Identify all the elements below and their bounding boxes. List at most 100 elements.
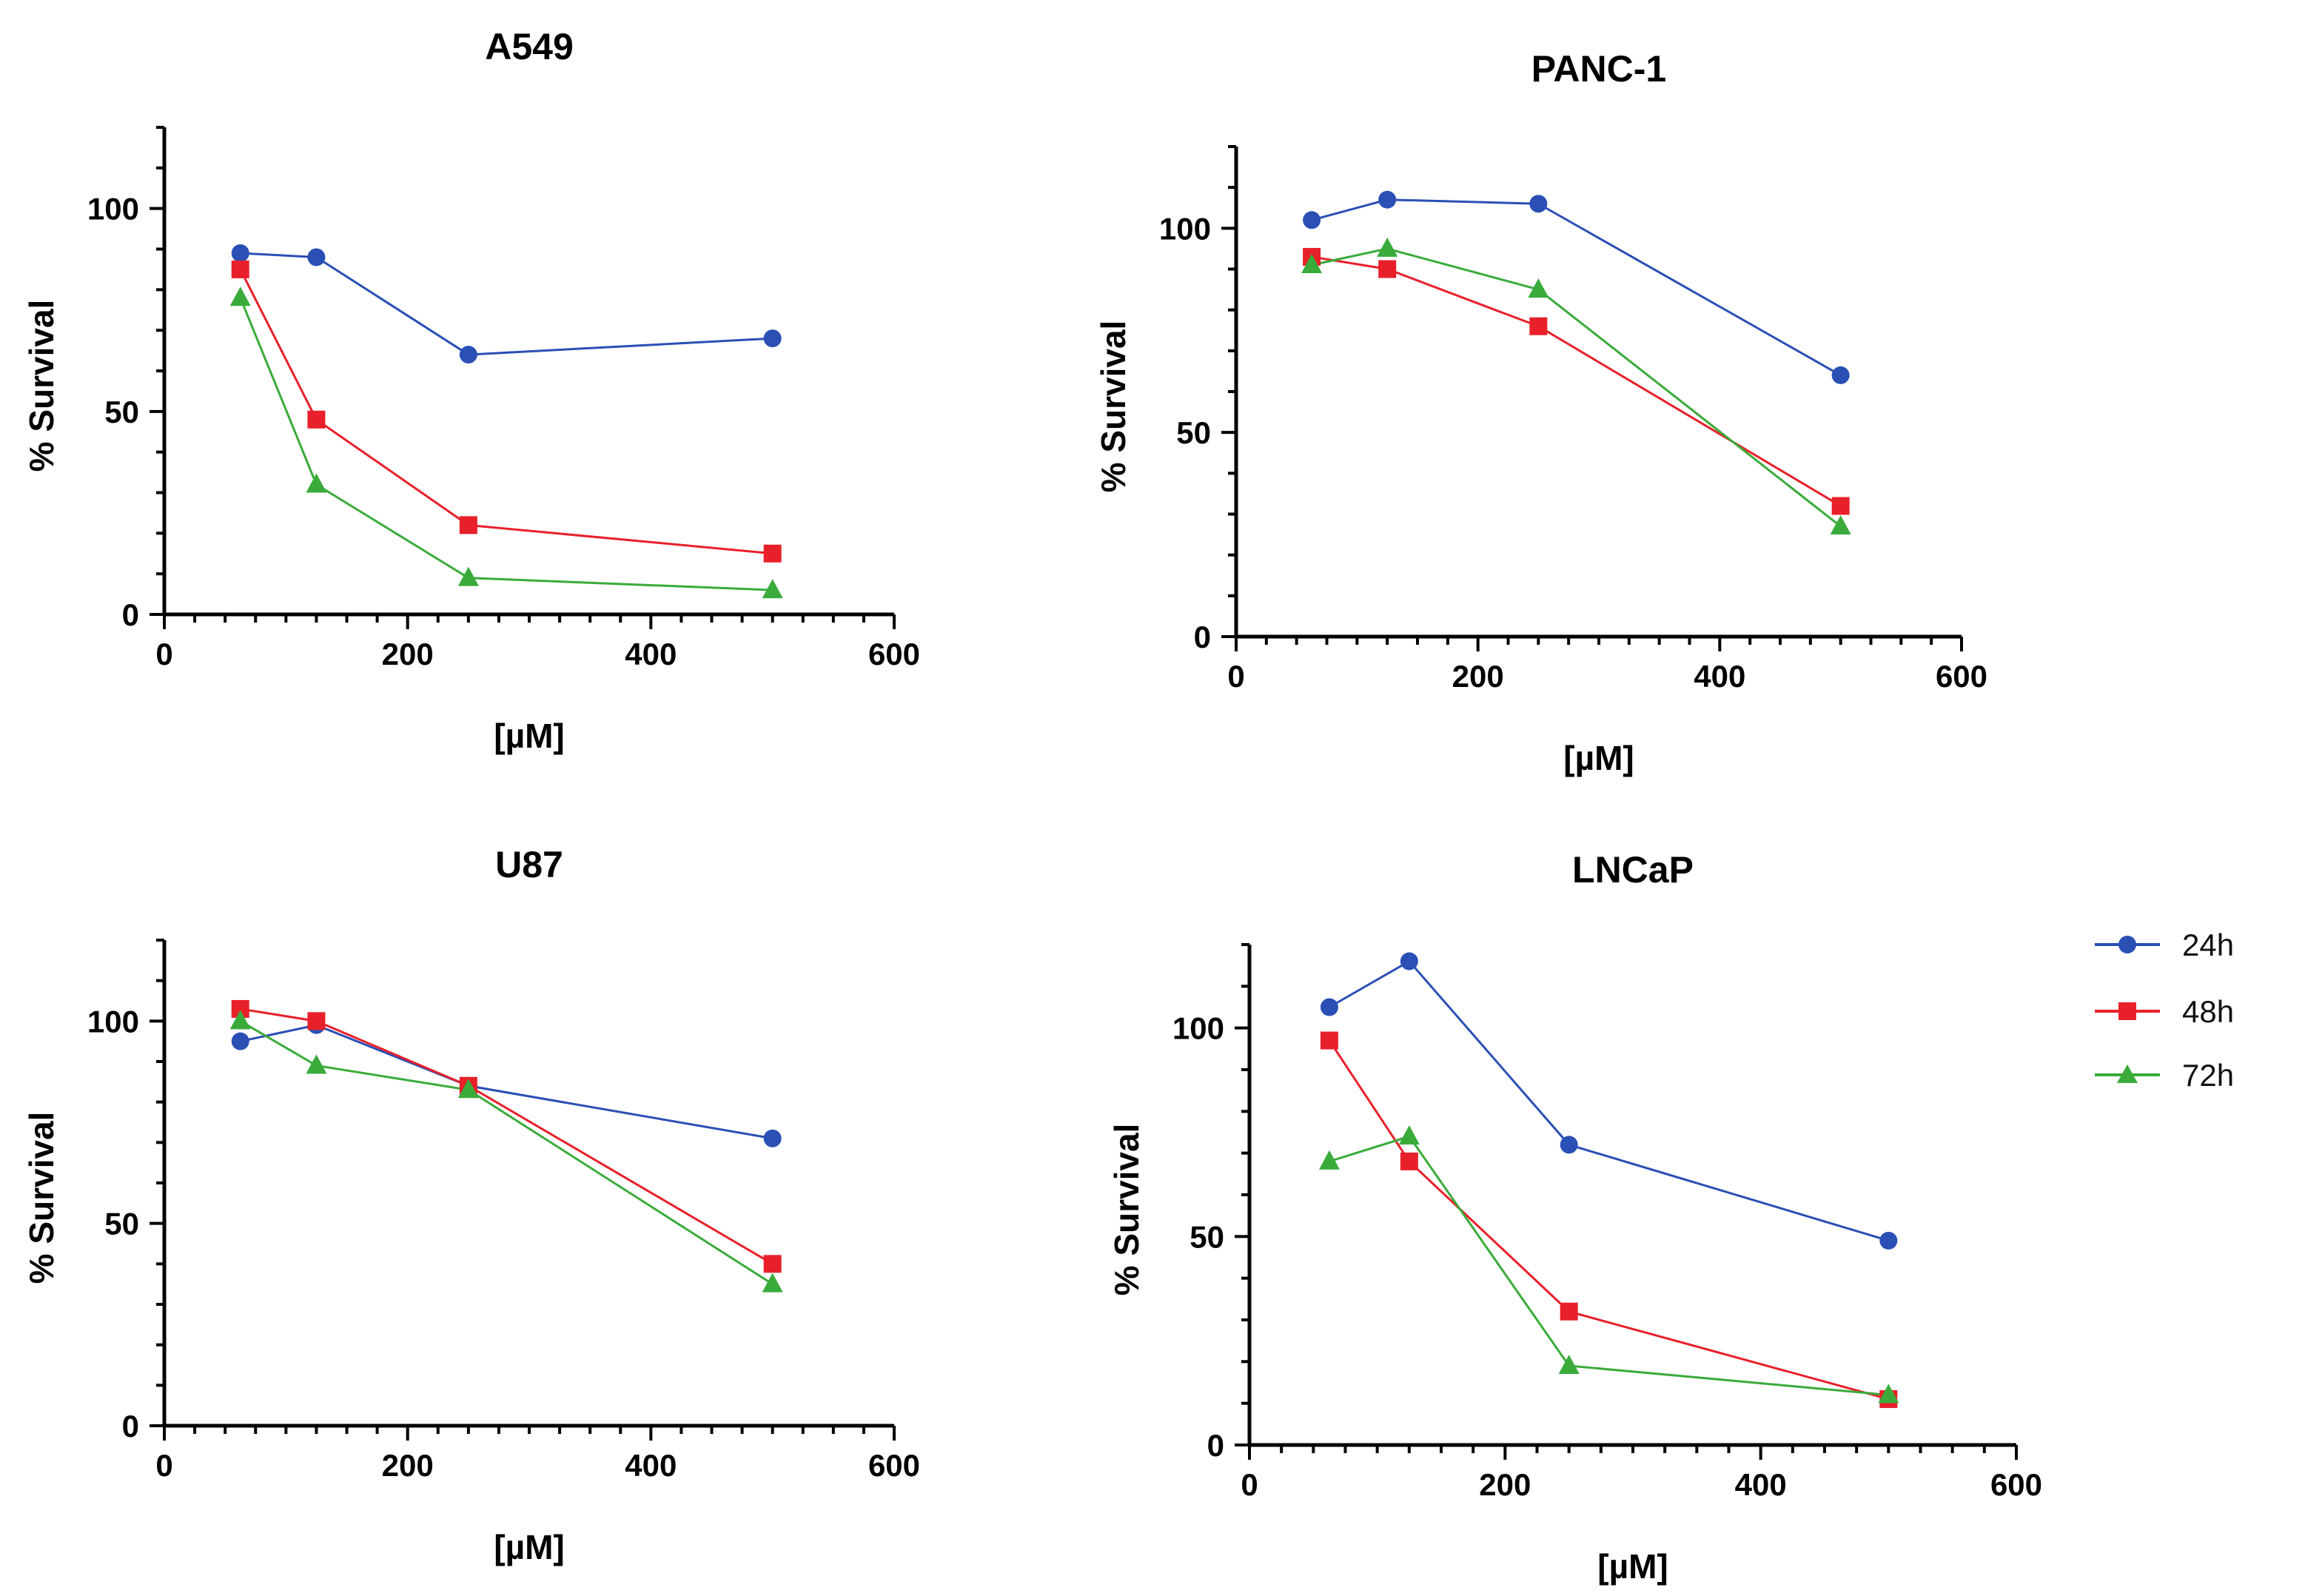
data-point-24h	[1879, 1231, 1898, 1250]
series-line-24h	[240, 252, 773, 356]
y-tick-label: 0	[1194, 620, 1211, 654]
data-point-72h	[229, 286, 251, 306]
data-point-24h	[231, 1032, 249, 1050]
x-tick-label: 400	[1694, 659, 1745, 694]
data-point-24h	[307, 248, 326, 266]
data-point-72h	[1398, 1125, 1420, 1145]
data-point-48h	[1529, 317, 1548, 335]
data-point-72h	[1528, 278, 1549, 298]
x-tick-label: 200	[1452, 659, 1504, 694]
data-point-24h	[1303, 211, 1321, 229]
data-point-72h	[1377, 237, 1398, 257]
data-point-24h	[1400, 952, 1418, 970]
legend-label-48h: 48h	[2182, 994, 2234, 1029]
y-axis-label: % Survival	[22, 1112, 61, 1284]
x-tick-label: 0	[1227, 659, 1244, 694]
x-axis-label: [µM]	[1597, 1547, 1668, 1586]
y-tick-label: 0	[122, 1409, 139, 1444]
y-tick-label: 50	[1190, 1219, 1224, 1254]
x-tick-label: 400	[1735, 1467, 1787, 1502]
x-tick-label: 0	[155, 637, 172, 671]
y-tick-label: 50	[104, 395, 139, 429]
series-line-72h	[239, 1020, 774, 1285]
x-tick-label: 200	[382, 1448, 434, 1483]
data-point-48h	[307, 1012, 326, 1030]
data-point-72h	[457, 1079, 479, 1099]
data-point-72h	[229, 1010, 251, 1030]
data-point-72h	[306, 473, 327, 493]
data-point-24h	[459, 346, 477, 364]
legend-marker-24h	[2118, 936, 2136, 953]
x-tick-label: 600	[1990, 1467, 2042, 1502]
data-point-24h	[1560, 1136, 1578, 1154]
series-line-24h	[1311, 198, 1842, 377]
series-line-48h	[240, 1007, 774, 1265]
x-tick-label: 0	[1241, 1467, 1258, 1502]
data-point-48h	[1831, 497, 1850, 515]
chart-title: U87	[495, 844, 563, 885]
data-point-48h	[1560, 1302, 1578, 1321]
legend-item-24h: 24h	[2095, 928, 2234, 962]
data-point-72h	[762, 1273, 783, 1292]
y-tick-label: 0	[122, 597, 139, 632]
legend: 24h 48h 72h	[2095, 928, 2234, 1093]
y-tick-label: 50	[1176, 415, 1211, 450]
data-point-72h	[457, 566, 479, 586]
data-point-72h	[1878, 1384, 1899, 1404]
series-line-24h	[240, 1024, 773, 1140]
data-point-24h	[231, 244, 249, 262]
data-point-72h	[306, 1054, 327, 1074]
data-point-48h	[231, 260, 249, 278]
x-tick-label: 400	[625, 637, 677, 671]
chart-lncap: LNCaP 0 50 100 0 200 400 600 [µM] % Survival	[1107, 849, 2042, 1586]
x-tick-label: 200	[382, 637, 434, 671]
series-line-48h	[239, 269, 773, 555]
data-point-24h	[1529, 195, 1548, 213]
data-point-72h	[1558, 1354, 1580, 1374]
chart-a549: A549 0 50 100 0 200 400 600 [µM] % Survival	[22, 26, 920, 755]
y-tick-label: 50	[104, 1207, 139, 1241]
data-point-24h	[1378, 190, 1397, 209]
data-point-72h	[1318, 1150, 1340, 1170]
y-tick-label: 100	[87, 192, 139, 227]
x-tick-label: 600	[1936, 659, 1987, 694]
chart-title: LNCaP	[1572, 849, 1694, 891]
series-line-48h	[1328, 1039, 1889, 1401]
x-tick-label: 600	[868, 637, 920, 671]
y-tick-label: 100	[1159, 211, 1211, 246]
x-tick-label: 0	[155, 1448, 172, 1483]
data-point-48h	[1400, 1152, 1418, 1170]
legend-marker-48h	[2118, 1002, 2136, 1020]
x-tick-label: 200	[1479, 1467, 1531, 1502]
x-tick-label: 400	[625, 1448, 677, 1483]
y-tick-label: 100	[87, 1004, 139, 1039]
legend-label-24h: 24h	[2182, 928, 2234, 962]
chart-panc1: PANC-1 0 50 100 0 200 400 600 [µM] % Survival	[1094, 48, 1987, 777]
y-axis-label: % Survival	[22, 300, 61, 472]
data-point-48h	[763, 1255, 782, 1273]
y-axis-label: % Survival	[1094, 321, 1133, 493]
y-tick-label: 0	[1207, 1428, 1224, 1463]
data-point-72h	[1301, 253, 1323, 273]
x-axis-label: [µM]	[494, 717, 564, 755]
data-point-24h	[763, 1129, 782, 1147]
data-point-48h	[763, 544, 782, 563]
series-line-48h	[1311, 255, 1842, 507]
data-point-24h	[1320, 998, 1338, 1016]
data-point-48h	[1320, 1031, 1338, 1050]
y-tick-label: 100	[1172, 1011, 1224, 1046]
chart-title: A549	[485, 26, 574, 67]
legend-marker-72h	[2117, 1064, 2138, 1083]
series-line-72h	[239, 297, 773, 591]
y-axis-label: % Survival	[1107, 1124, 1146, 1296]
chart-title: PANC-1	[1531, 48, 1666, 90]
data-point-48h	[307, 410, 326, 429]
series-line-72h	[1311, 247, 1842, 528]
data-point-24h	[763, 329, 782, 348]
legend-item-48h: 48h	[2095, 994, 2234, 1029]
data-point-48h	[1378, 260, 1397, 278]
legend-item-72h: 72h	[2095, 1058, 2234, 1093]
x-axis-label: [µM]	[1563, 739, 1634, 777]
